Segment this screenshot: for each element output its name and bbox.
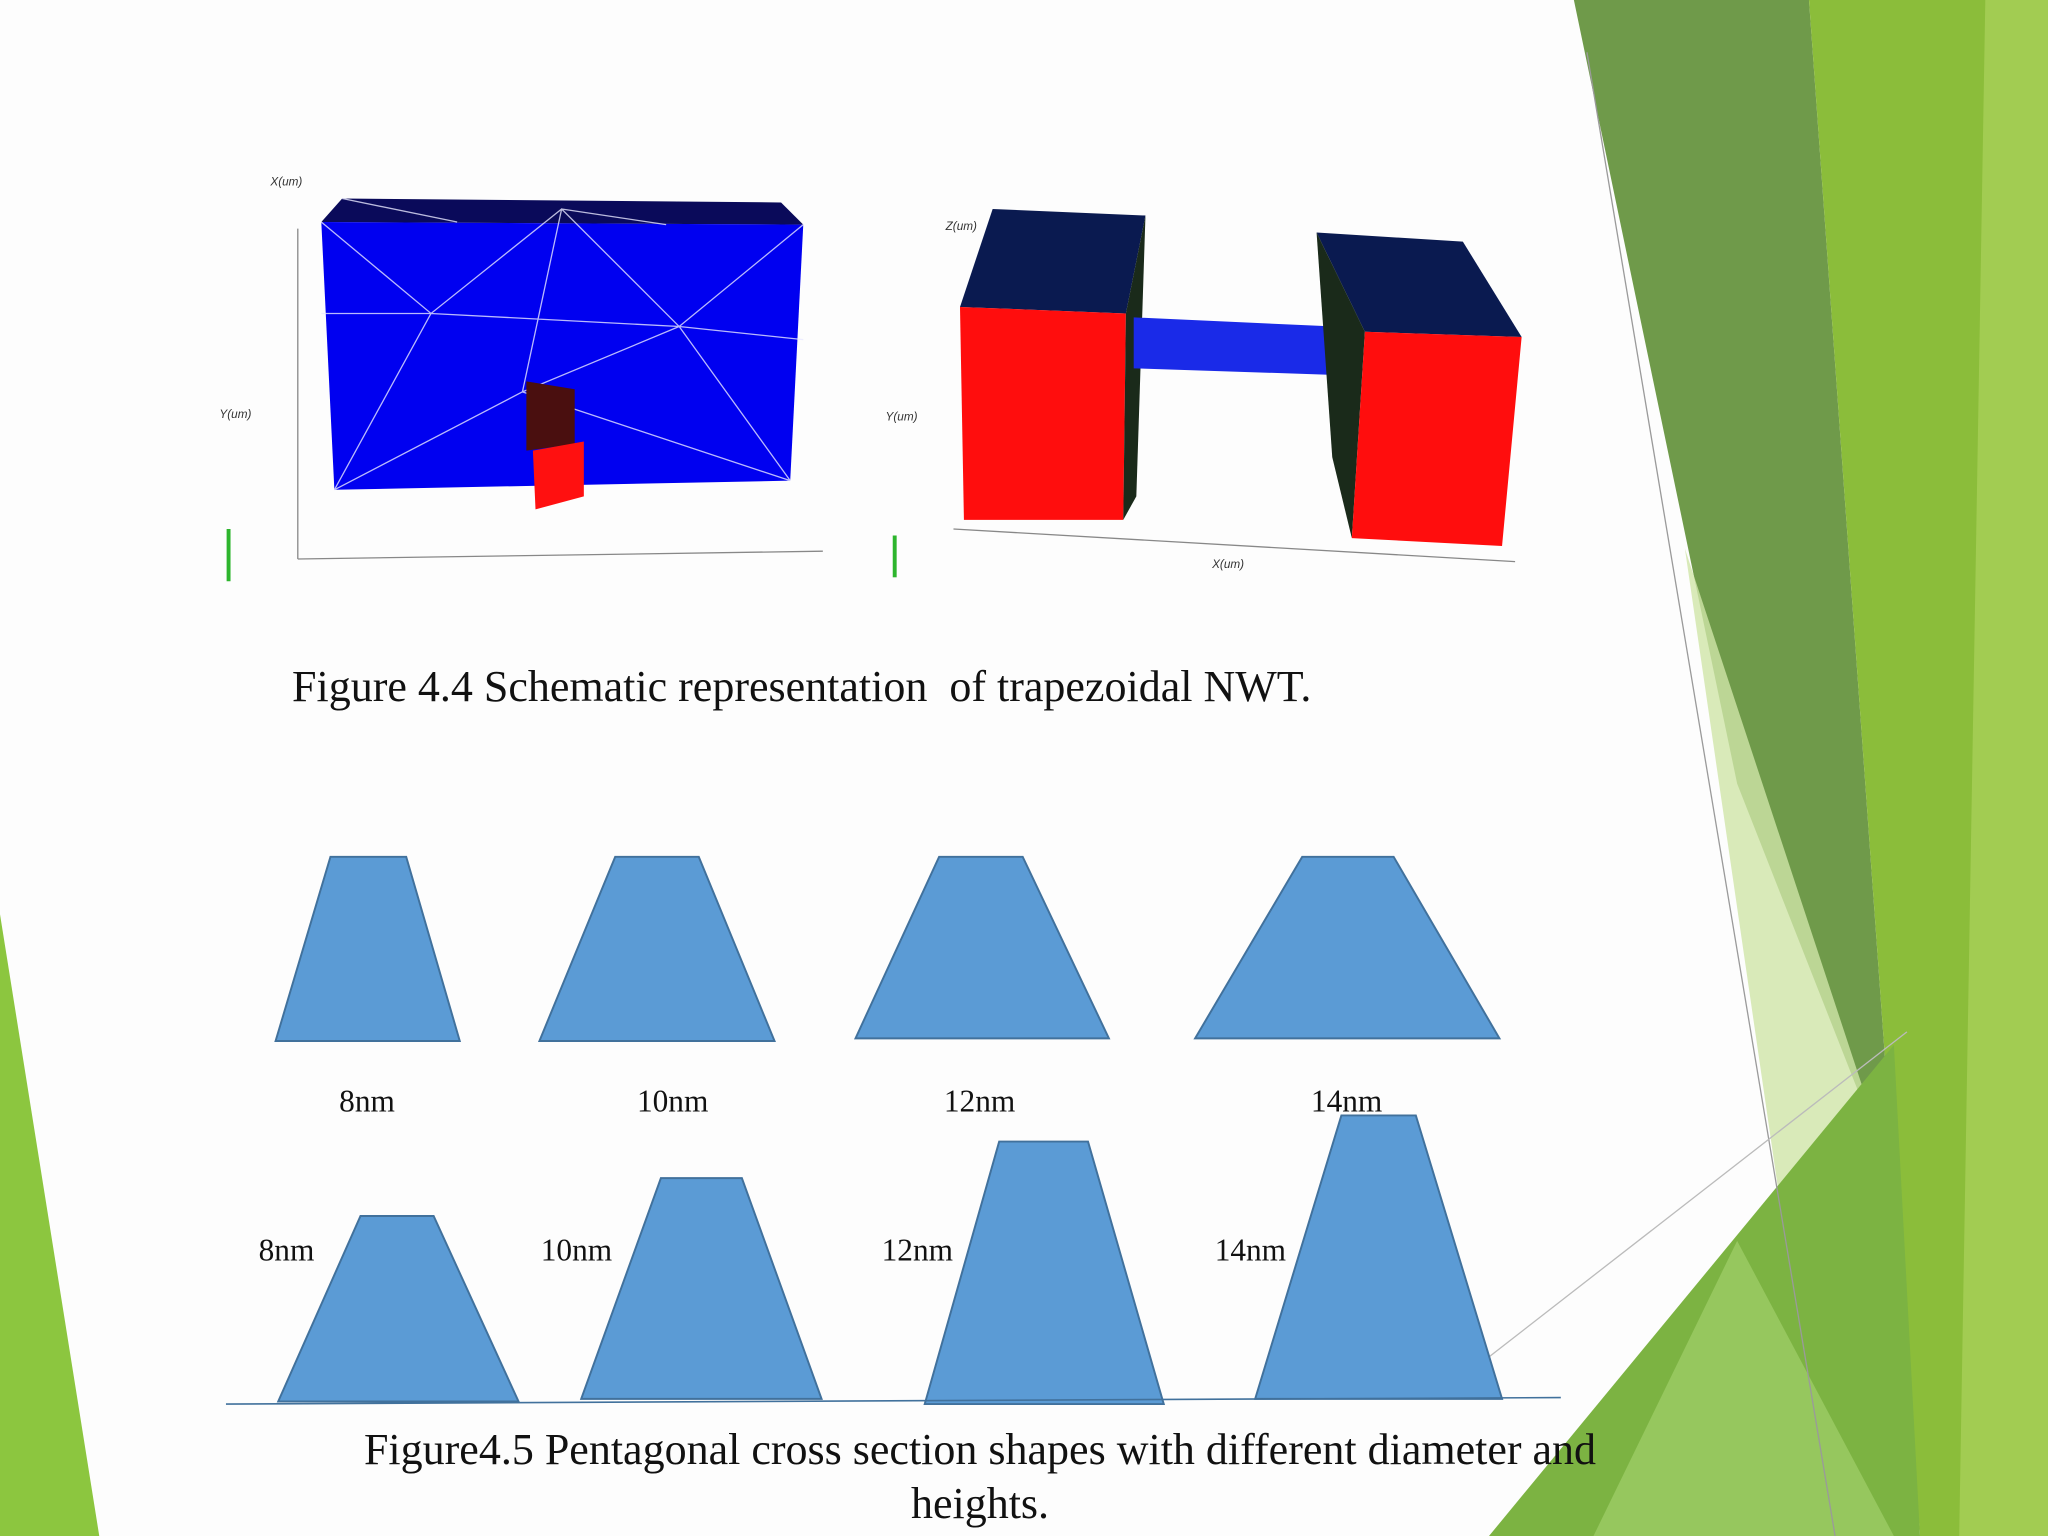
axis-label: X(um) (269, 175, 302, 188)
trapezoid (579, 1177, 823, 1400)
shape-label: 10nm (541, 1232, 612, 1267)
axis-label: X(um) (1211, 558, 1244, 571)
block-top (1316, 232, 1522, 337)
shape-label: 12nm (882, 1232, 953, 1267)
decor-bottom-light (1593, 1240, 1894, 1536)
decor-line (1436, 1031, 1908, 1399)
decor-light (1959, 0, 2048, 1536)
decor-line (1586, 52, 1836, 1536)
axis-label: Y(um) (219, 408, 251, 421)
channel (1133, 317, 1335, 375)
shape-label: 8nm (339, 1084, 395, 1119)
trapezoid (537, 855, 776, 1042)
trapezoid (274, 855, 462, 1042)
cross-sections: 8nm 10nm 12nm 14nm 8nm 10nm 12nm 14nm (225, 855, 1561, 1406)
gate-red (532, 441, 584, 510)
box-top (321, 198, 804, 225)
shape-label: 14nm (1311, 1084, 1382, 1119)
shape-label: 10nm (637, 1084, 708, 1119)
shape-label: 12nm (944, 1084, 1015, 1119)
axis (297, 550, 823, 560)
trapezoid (923, 1140, 1166, 1406)
axis-label: Z(um) (945, 220, 977, 233)
block-front (960, 306, 1126, 520)
caption: Figure 4.4 Schematic representation of t… (292, 662, 1312, 711)
trapezoid (1193, 855, 1502, 1040)
render-left: X(um) Y(um) (219, 175, 823, 582)
decor-left (0, 914, 100, 1536)
box-front (321, 222, 804, 490)
baseline (225, 1396, 1561, 1405)
axis-label: Y(um) (886, 411, 918, 424)
block-front (1351, 331, 1522, 546)
caption: Figure4.5 Pentagonal cross section shape… (363, 1425, 1597, 1528)
mesh (320, 197, 804, 491)
trapezoid (853, 855, 1111, 1040)
shape-label: 8nm (259, 1232, 315, 1267)
render-right: Z(um) Y(um) X(um) (886, 208, 1522, 578)
gate-dark (526, 381, 575, 451)
decor-dark (1573, 0, 1894, 1183)
axis (953, 528, 1516, 563)
trapezoid (1253, 1114, 1504, 1400)
block-side (1316, 232, 1365, 539)
block-top (960, 208, 1146, 314)
shape-label: 14nm (1215, 1232, 1286, 1267)
trapezoid (276, 1215, 521, 1403)
